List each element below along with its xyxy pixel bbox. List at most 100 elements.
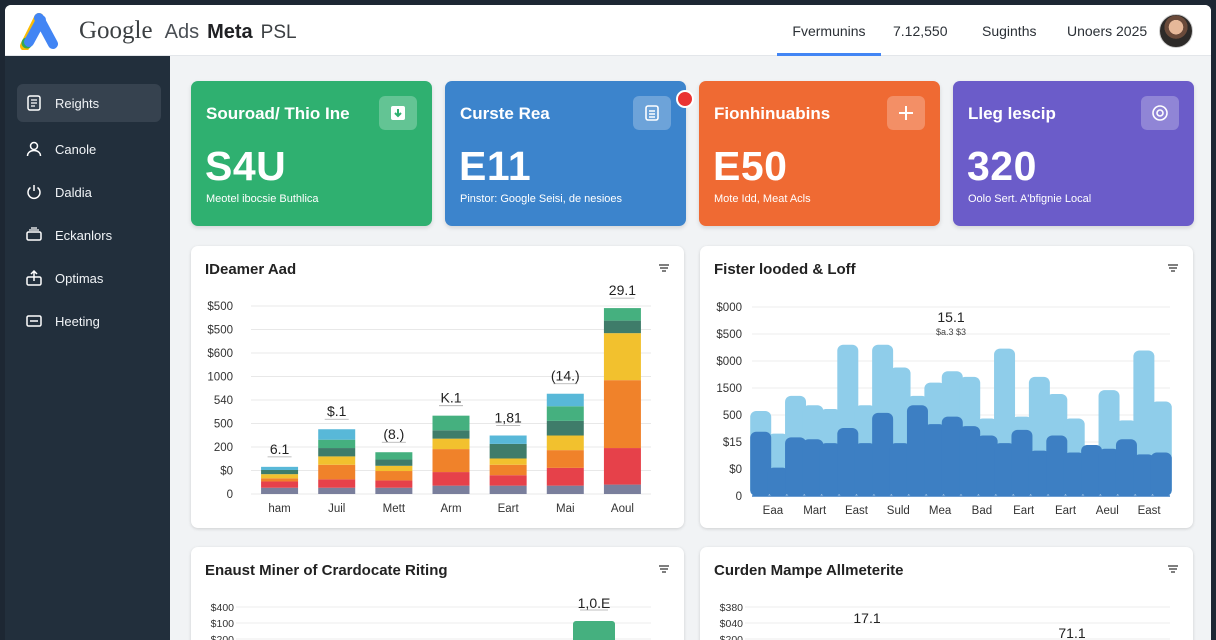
bar-segment (318, 487, 356, 494)
y-tick-label: $100 (211, 618, 235, 630)
layers-icon (26, 227, 42, 241)
card-subtitle: Oolo Sert. A'bfignie Local (968, 193, 1092, 205)
bar-segment (375, 487, 413, 494)
sidebar-item-label: Reights (55, 95, 100, 111)
y-tick-label: 0 (736, 491, 742, 503)
bar-segment (432, 430, 470, 439)
stat-card-green[interactable]: Souroad/ Thio Ine S4U Meotel ibocsie But… (191, 81, 432, 226)
target-icon[interactable] (1141, 96, 1179, 130)
share-icon (26, 269, 42, 286)
x-tick-label: Eaa (763, 505, 784, 517)
bar-segment (546, 485, 584, 494)
sidebar-item-heeting[interactable]: Heeting (17, 302, 161, 340)
bar-segment (489, 435, 527, 444)
download-icon[interactable] (379, 96, 417, 130)
sidebar-item-reights[interactable]: Reights (17, 84, 161, 122)
bar-chart-4: $380 $040 $200 17.1 71.1 (720, 602, 1170, 640)
stacked-bar-chart: $500 $500 $600 1000 540 500 200 $0 0 6.1 ham $.1 Jui… (207, 282, 651, 515)
filter-menu-icon[interactable] (1167, 563, 1179, 575)
bar-segment (318, 439, 356, 449)
document-icon (27, 95, 41, 111)
y-tick-label: 0 (227, 489, 233, 501)
bar-segment (318, 456, 356, 465)
x-tick-label: Mai (556, 503, 575, 515)
y-tick-label: $200 (720, 634, 744, 640)
y-tick-label: $600 (207, 348, 233, 360)
x-tick-label: Aeul (1096, 505, 1119, 517)
bar-segment (375, 471, 413, 481)
card-value: 320 (967, 143, 1037, 189)
bar-segment (261, 478, 299, 482)
bar-dark (819, 443, 841, 496)
stat-card-purple[interactable]: Lleg lescip 320 Oolo Sert. A'bfignie Loc… (953, 81, 1194, 226)
sidebar-item-optimas[interactable]: Optimas (17, 259, 161, 297)
header-tab-suginths[interactable]: Suginths (982, 23, 1037, 39)
user-avatar[interactable] (1159, 14, 1193, 48)
y-tick-label: $500 (207, 325, 233, 337)
bar-segment (261, 474, 299, 479)
bar-segment (546, 420, 584, 436)
y-tick-label: $0 (220, 466, 233, 478)
bar-segment (489, 458, 527, 465)
stat-card-blue[interactable]: Curste Rea E11 Pinstor: Google Seisi, de… (445, 81, 686, 226)
header-tab-fvermunins[interactable]: Fvermunins (777, 5, 881, 56)
card-subtitle: Pinstor: Google Seisi, de nesioes (460, 193, 623, 205)
card-title: Curste Rea (460, 104, 550, 123)
chart-panel-1: IDeamer Aad $500 $500 $600 1000 540 500 200 $0 0… (191, 246, 684, 528)
filter-menu-icon[interactable] (658, 262, 670, 274)
y-tick-label: $500 (207, 301, 233, 313)
clipboard-icon[interactable] (633, 96, 671, 130)
stat-card-orange[interactable]: Fionhinuabins E50 Mote Idd, Meat Acls (699, 81, 940, 226)
bar-dark (1046, 435, 1068, 496)
notification-badge[interactable] (676, 90, 694, 108)
sidebar-item-daldia[interactable]: Daldia (17, 173, 161, 211)
panel-title: IDeamer Aad (205, 261, 297, 278)
bar-segment (432, 449, 470, 473)
x-tick-label: Mea (929, 505, 952, 517)
bar-segment (375, 465, 413, 472)
x-tick-label: Bad (972, 505, 992, 517)
sidebar-item-canole[interactable]: Canole (17, 130, 161, 168)
bar-segment (432, 472, 470, 486)
card-subtitle: Mote Idd, Meat Acls (714, 193, 811, 205)
data-label: K.1 (440, 390, 461, 406)
y-tick-label: 200 (214, 442, 233, 454)
filter-menu-icon[interactable] (1167, 262, 1179, 274)
bar-segment (261, 469, 299, 475)
bar-dark (1115, 439, 1137, 496)
google-ads-logo-icon[interactable] (19, 12, 65, 50)
y-tick-label: 500 (723, 410, 742, 422)
bar-segment (489, 485, 527, 494)
bar-dark (941, 416, 963, 496)
filter-menu-icon[interactable] (658, 563, 670, 575)
chart-panel-4: Curden Mampe Allmeterite $380 $040 $200 17.… (700, 547, 1193, 640)
bar-segment (318, 448, 356, 457)
x-tick-label: Mart (803, 505, 827, 517)
data-label: $a.3 $3 (936, 327, 966, 337)
bar-segment (318, 429, 356, 440)
bar-segment (489, 475, 527, 486)
bar-segment (603, 333, 641, 381)
y-tick-label: 540 (214, 395, 233, 407)
y-tick-label: 1000 (207, 372, 233, 384)
app-frame: Google Ads Meta PSL Fvermunins 7.12,550 … (5, 5, 1211, 640)
y-tick-label: $500 (716, 329, 742, 341)
bar-dark (1150, 452, 1172, 496)
data-label: 17.1 (853, 610, 880, 626)
x-tick-label: Juil (328, 503, 345, 515)
header-tab-date[interactable]: Unoers 2025 (1067, 23, 1148, 39)
power-icon (27, 185, 41, 200)
data-label: 1,0.E (578, 595, 611, 611)
x-tick-label: Eart (498, 503, 520, 515)
plus-icon[interactable] (887, 96, 925, 130)
bar-dark (924, 424, 946, 496)
bar-dark (854, 443, 876, 496)
x-tick-label: ham (268, 503, 290, 515)
y-tick-label: $0 (729, 464, 742, 476)
chart-panel-2: Fister looded & Loff $000 $500 $000 1500 500… (700, 246, 1193, 528)
panel-title: Enaust Miner of Crardocate Riting (205, 562, 448, 579)
sidebar-item-eckanlors[interactable]: Eckanlors (17, 216, 161, 254)
user-icon (26, 141, 42, 157)
data-label: 15.1 (937, 309, 964, 325)
header-tab-count[interactable]: 7.12,550 (893, 23, 948, 39)
